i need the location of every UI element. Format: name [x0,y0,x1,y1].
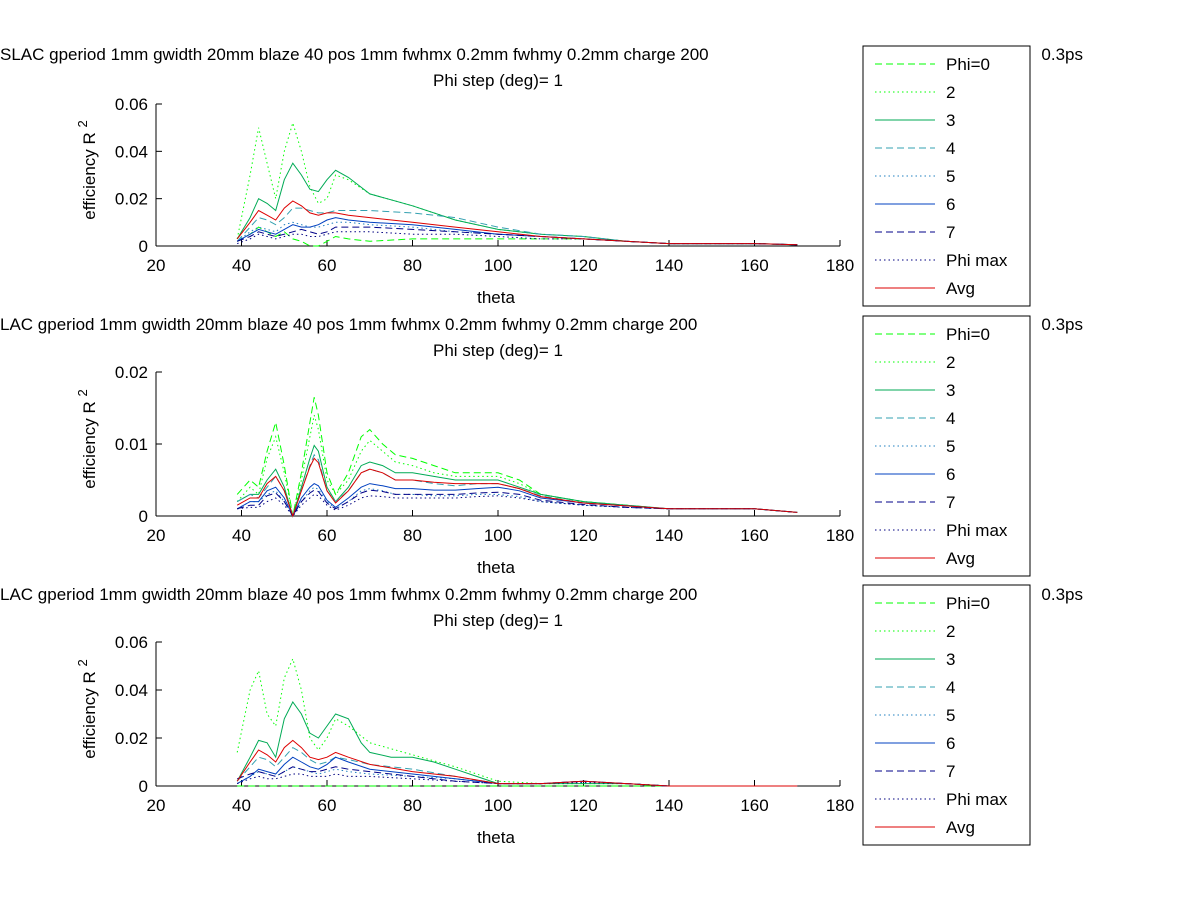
legend-label: Phi max [946,790,1008,809]
chart-subtitle: Phi step (deg)= 1 [433,611,563,630]
legend-label: Phi=0 [946,594,990,613]
y-tick-label: 0 [139,777,148,796]
x-tick-label: 180 [826,526,854,545]
x-tick-label: 40 [232,256,251,275]
x-tick-label: 180 [826,256,854,275]
x-tick-label: 20 [147,256,166,275]
chart-subtitle: Phi step (deg)= 1 [433,341,563,360]
y-tick-label: 0.04 [115,142,148,161]
legend-box [862,584,1031,846]
series-line-7 [237,766,798,787]
x-tick-label: 180 [826,796,854,815]
chart-panel-2: LAC gperiod 1mm gwidth 20mm blaze 40 pos… [0,315,1083,577]
legend-label: Avg [946,279,975,298]
x-axis-label: theta [477,558,515,577]
y-tick-label: 0 [139,237,148,256]
x-tick-label: 100 [484,256,512,275]
y-tick-label: 0.02 [115,363,148,382]
legend-label: 3 [946,111,955,130]
x-tick-label: 120 [569,526,597,545]
x-tick-label: 120 [569,796,597,815]
y-axis-label-superscript: 2 [75,120,90,127]
legend-label: Phi max [946,251,1008,270]
y-axis-label-superscript: 2 [75,389,90,396]
x-tick-label: 80 [403,796,422,815]
legend-label: Phi=0 [946,325,990,344]
legend-label: 6 [946,734,955,753]
y-tick-label: 0.01 [115,435,148,454]
chart-title: SLAC gperiod 1mm gwidth 20mm blaze 40 po… [0,45,709,64]
x-tick-label: 60 [318,256,337,275]
chart-title: LAC gperiod 1mm gwidth 20mm blaze 40 pos… [0,585,697,604]
x-tick-label: 140 [655,526,683,545]
y-tick-label: 0.06 [115,633,148,652]
x-tick-label: 60 [318,526,337,545]
x-tick-label: 40 [232,796,251,815]
x-tick-label: 40 [232,526,251,545]
series-line-9 [236,200,798,246]
chart-panel-1: SLAC gperiod 1mm gwidth 20mm blaze 40 po… [0,45,1083,307]
legend-label: 4 [946,139,955,158]
chart-panel-3: LAC gperiod 1mm gwidth 20mm blaze 40 pos… [0,584,1083,847]
x-tick-label: 140 [655,256,683,275]
legend-label: 5 [946,167,955,186]
legend-label: 6 [946,465,955,484]
x-tick-label: 140 [655,796,683,815]
legend-label: 3 [946,650,955,669]
x-tick-label: 100 [484,796,512,815]
y-tick-label: 0.02 [115,190,148,209]
y-tick-label: 0 [139,507,148,526]
series-line-4 [236,746,798,787]
legend-label: 7 [946,493,955,512]
x-tick-label: 80 [403,526,422,545]
legend-label: 5 [946,706,955,725]
x-tick-label: 80 [403,256,422,275]
series-line-3 [236,444,798,518]
chart-title: LAC gperiod 1mm gwidth 20mm blaze 40 pos… [0,315,697,334]
legend-label: 2 [946,622,955,641]
legend-label: 2 [946,83,955,102]
y-axis-label-superscript: 2 [75,659,90,666]
legend-label: Phi=0 [946,55,990,74]
chart-title-suffix: 0.3ps [1041,585,1083,604]
legend-label: Avg [946,818,975,837]
series-line-9 [236,457,798,518]
panels: SLAC gperiod 1mm gwidth 20mm blaze 40 po… [0,45,1083,847]
legend-label: 6 [946,195,955,214]
x-axis-label: theta [477,288,515,307]
chart-title-suffix: 0.3ps [1041,315,1083,334]
legend-label: 2 [946,353,955,372]
series-line-3 [236,701,798,787]
series-line-2 [236,121,798,246]
legend-label: 7 [946,223,955,242]
x-tick-label: 160 [740,526,768,545]
legend-box [862,45,1031,307]
legend-label: 4 [946,678,955,697]
y-tick-label: 0.04 [115,681,148,700]
legend-label: 7 [946,762,955,781]
x-tick-label: 20 [147,526,166,545]
x-tick-label: 160 [740,256,768,275]
legend-label: 4 [946,409,955,428]
x-tick-label: 100 [484,526,512,545]
legend-box [862,315,1031,577]
x-tick-label: 20 [147,796,166,815]
series-line-9 [236,739,798,787]
series-line-5 [236,486,798,517]
legend-label: Phi max [946,521,1008,540]
x-tick-label: 60 [318,796,337,815]
legend-label: 3 [946,381,955,400]
y-tick-label: 0.06 [115,95,148,114]
x-tick-label: 160 [740,796,768,815]
chart-title-suffix: 0.3ps [1041,45,1083,64]
y-tick-label: 0.02 [115,729,148,748]
chart-subtitle: Phi step (deg)= 1 [433,71,563,90]
x-axis-label: theta [477,828,515,847]
legend-label: 5 [946,437,955,456]
series-line-7 [237,489,798,517]
series-line-2 [236,657,798,787]
legend-label: Avg [946,549,975,568]
x-tick-label: 120 [569,256,597,275]
